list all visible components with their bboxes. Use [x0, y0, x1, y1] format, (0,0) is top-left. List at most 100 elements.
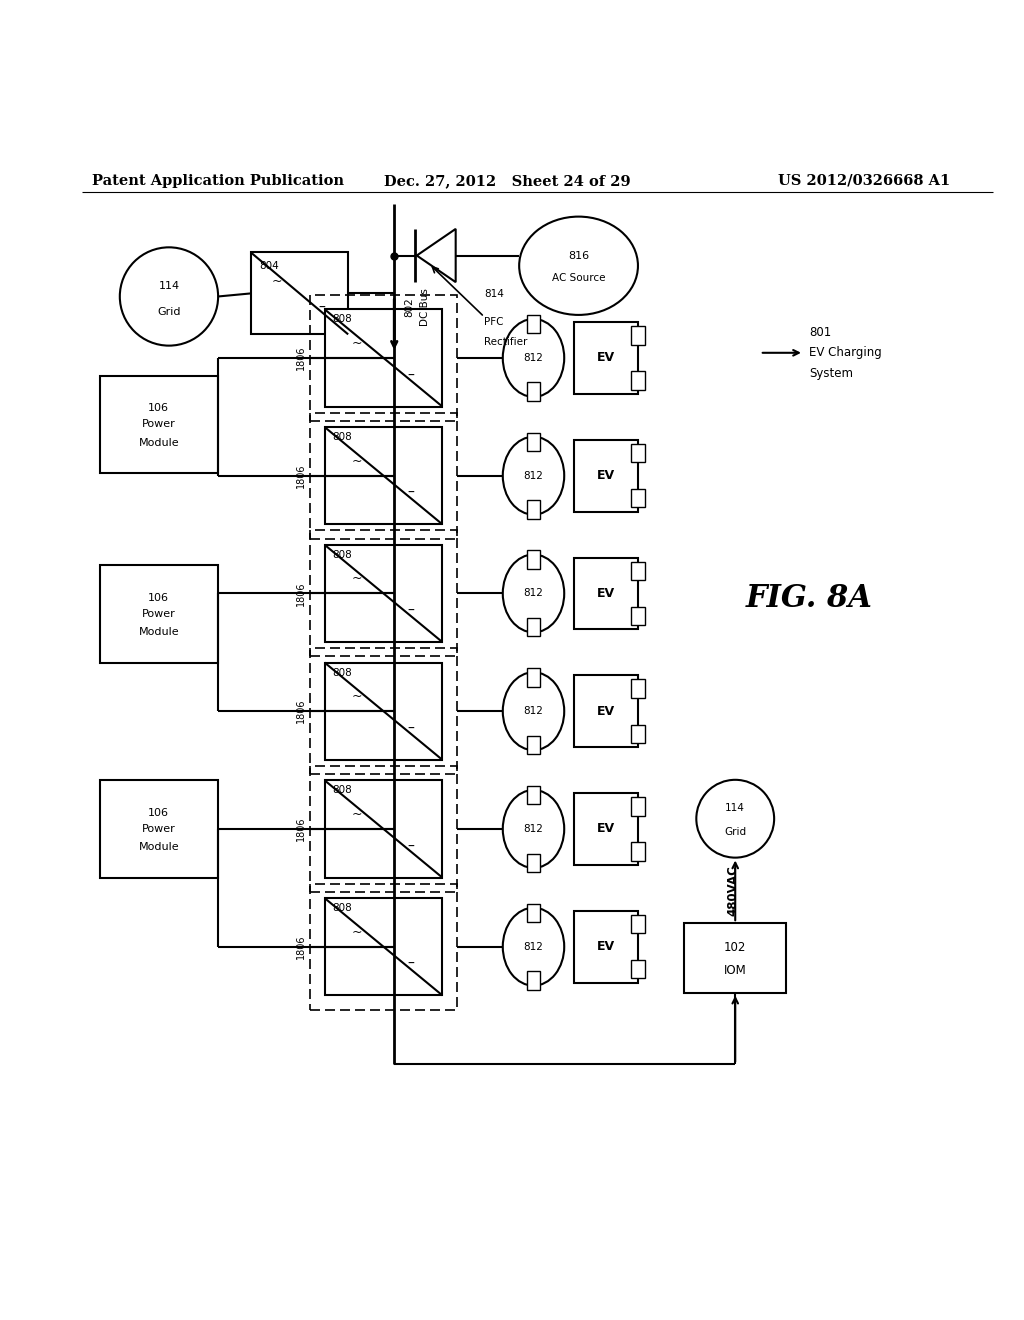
Text: Module: Module: [138, 842, 179, 853]
Text: AC Source: AC Source: [552, 273, 605, 282]
Bar: [631, 326, 645, 345]
Text: 802: 802: [404, 297, 415, 317]
Bar: [574, 676, 638, 747]
Text: 106: 106: [148, 403, 169, 413]
Text: Module: Module: [138, 627, 179, 638]
Text: ~: ~: [351, 337, 361, 350]
Bar: [527, 735, 541, 754]
Bar: [574, 440, 638, 512]
Text: EV Charging: EV Charging: [809, 346, 882, 359]
Text: 114: 114: [159, 281, 179, 292]
Bar: [527, 785, 541, 804]
Bar: [325, 545, 442, 642]
Bar: [325, 780, 442, 878]
Bar: [527, 904, 541, 923]
Text: ~: ~: [351, 454, 361, 467]
Text: Dec. 27, 2012   Sheet 24 of 29: Dec. 27, 2012 Sheet 24 of 29: [384, 174, 631, 187]
Bar: [527, 550, 541, 569]
Text: 812: 812: [523, 941, 544, 952]
Text: Rectifier: Rectifier: [484, 338, 527, 347]
Text: 812: 812: [523, 352, 544, 363]
Text: 1806: 1806: [296, 700, 306, 723]
Bar: [631, 960, 645, 978]
Text: 808: 808: [332, 432, 351, 442]
Text: 480VAC: 480VAC: [727, 865, 739, 916]
Bar: [574, 911, 638, 982]
Text: ~: ~: [351, 573, 361, 585]
Text: FIG. 8A: FIG. 8A: [745, 583, 872, 614]
Text: PFC: PFC: [484, 317, 504, 327]
Text: System: System: [809, 367, 853, 380]
Bar: [325, 428, 442, 524]
Bar: [631, 607, 645, 626]
Text: EV: EV: [597, 940, 615, 953]
Text: 812: 812: [523, 706, 544, 717]
Bar: [527, 500, 541, 519]
Text: Power: Power: [142, 420, 175, 429]
Bar: [310, 766, 457, 892]
Text: 808: 808: [332, 903, 351, 913]
Text: 808: 808: [332, 785, 351, 796]
Text: EV: EV: [597, 822, 615, 836]
Bar: [631, 562, 645, 579]
Text: EV: EV: [597, 351, 615, 364]
Text: EV: EV: [597, 469, 615, 482]
Text: –: –: [408, 957, 414, 972]
Bar: [631, 842, 645, 861]
Text: –: –: [408, 368, 414, 383]
Bar: [631, 725, 645, 743]
Bar: [574, 793, 638, 865]
Text: –: –: [408, 840, 414, 854]
Bar: [684, 923, 786, 993]
Text: IOM: IOM: [724, 964, 746, 977]
Bar: [527, 433, 541, 451]
Text: –: –: [408, 722, 414, 735]
Bar: [310, 648, 457, 774]
Text: 808: 808: [332, 550, 351, 560]
Text: Grid: Grid: [724, 828, 746, 837]
Text: 808: 808: [332, 314, 351, 325]
Text: –: –: [408, 486, 414, 500]
Bar: [100, 780, 218, 878]
Text: EV: EV: [597, 587, 615, 599]
Bar: [527, 668, 541, 686]
Text: 1806: 1806: [296, 935, 306, 958]
Bar: [574, 557, 638, 630]
Text: Power: Power: [142, 824, 175, 834]
Bar: [310, 884, 457, 1010]
Text: 801: 801: [809, 326, 831, 339]
Text: 106: 106: [148, 808, 169, 817]
Bar: [251, 252, 348, 334]
Text: ~: ~: [351, 690, 361, 704]
Text: 1806: 1806: [296, 581, 306, 606]
Bar: [310, 294, 457, 421]
Text: 814: 814: [484, 289, 504, 298]
Text: DC Bus: DC Bus: [420, 288, 430, 326]
Text: 106: 106: [148, 593, 169, 602]
Bar: [527, 618, 541, 636]
Text: 1806: 1806: [296, 463, 306, 488]
Text: –: –: [408, 605, 414, 618]
Bar: [100, 376, 218, 473]
Bar: [325, 309, 442, 407]
Bar: [325, 898, 442, 995]
Text: 812: 812: [523, 589, 544, 598]
Text: 808: 808: [332, 668, 351, 677]
Bar: [527, 972, 541, 990]
Text: 1806: 1806: [296, 817, 306, 841]
Text: Module: Module: [138, 438, 179, 447]
Text: Patent Application Publication: Patent Application Publication: [92, 174, 344, 187]
Bar: [631, 680, 645, 698]
Bar: [325, 663, 442, 760]
Text: –: –: [318, 301, 326, 315]
Bar: [527, 383, 541, 401]
Text: 812: 812: [523, 824, 544, 834]
Bar: [631, 797, 645, 816]
Text: EV: EV: [597, 705, 615, 718]
Bar: [631, 915, 645, 933]
Bar: [574, 322, 638, 393]
Text: Power: Power: [142, 609, 175, 619]
Bar: [100, 565, 218, 663]
Bar: [527, 315, 541, 334]
Text: 812: 812: [523, 471, 544, 480]
